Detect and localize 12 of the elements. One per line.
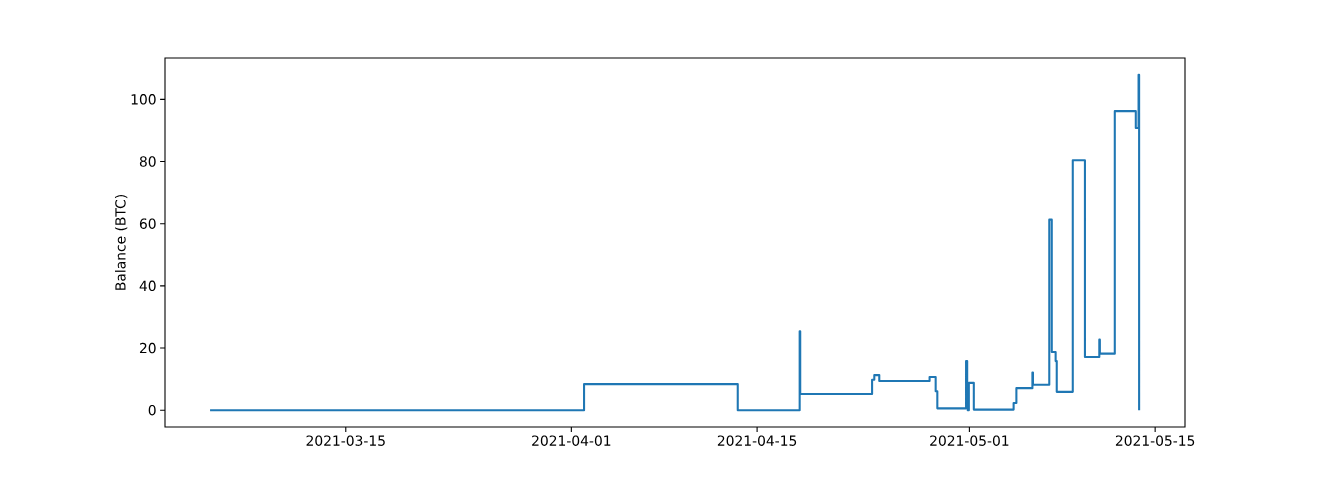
y-tick-label: 80 <box>139 156 156 167</box>
y-tick-label: 60 <box>139 218 156 229</box>
y-tick-label: 40 <box>139 280 156 292</box>
y-tick-label: 0 <box>148 404 156 416</box>
x-tick-label: 2021-04-15 <box>717 435 797 446</box>
x-tick-label: 2021-05-15 <box>1115 435 1195 446</box>
y-axis-title: Balance (BTC) <box>114 195 128 290</box>
x-tick-label: 2021-03-15 <box>306 435 385 446</box>
y-tick-label: 20 <box>139 342 156 354</box>
x-tick-label: 2021-05-01 <box>930 435 1009 446</box>
x-tick-label: 2021-04-01 <box>532 435 611 446</box>
y-tick-label: 100 <box>131 94 156 105</box>
